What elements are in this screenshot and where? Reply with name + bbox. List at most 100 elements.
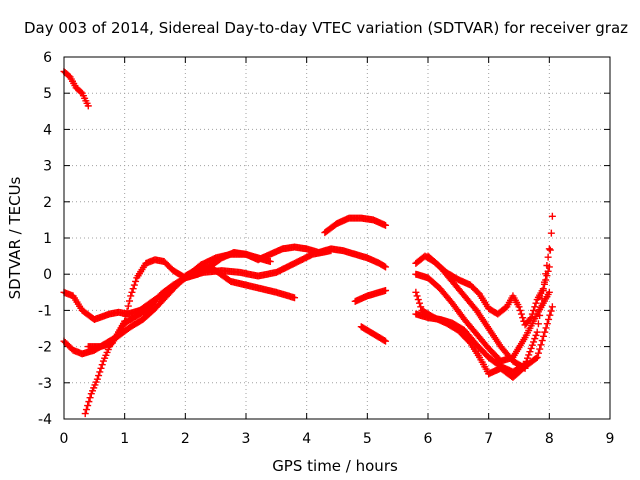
y-tick-label: 5 <box>43 86 52 102</box>
data-point <box>530 338 538 346</box>
data-point <box>532 354 540 362</box>
data-point <box>543 262 551 270</box>
series-arc-10 <box>412 270 553 365</box>
data-point <box>417 303 425 311</box>
y-tick-label: -4 <box>38 412 52 428</box>
x-tick-label: 8 <box>545 431 554 447</box>
data-point <box>382 337 390 345</box>
data-point <box>519 314 527 322</box>
data-point <box>380 262 388 270</box>
data-point <box>96 368 104 376</box>
data-point <box>523 354 531 362</box>
series-arc-12 <box>412 245 553 376</box>
data-point <box>382 263 390 271</box>
data-point <box>531 303 539 311</box>
data-point <box>84 102 92 110</box>
data-point <box>380 336 388 344</box>
data-point <box>521 364 529 372</box>
data-point <box>132 277 140 285</box>
data-point <box>522 357 530 365</box>
y-tick-label: 1 <box>43 231 52 247</box>
data-point <box>545 245 553 253</box>
data-point <box>126 297 134 305</box>
data-point <box>540 332 548 340</box>
y-tick-label: 0 <box>43 267 52 283</box>
data-point <box>85 398 93 406</box>
x-tick-label: 2 <box>181 431 190 447</box>
x-tick-label: 9 <box>606 431 615 447</box>
data-point <box>546 246 554 254</box>
data-marks <box>60 67 556 418</box>
x-tick-label: 7 <box>484 431 493 447</box>
axis-ticks: 0 1 2 3 4 5 6 7 8 9 -4 -3 -2 -1 0 1 2 3 4 5 6 <box>38 50 614 447</box>
data-point <box>547 229 555 237</box>
data-point <box>382 286 390 294</box>
data-point <box>531 335 539 343</box>
data-point <box>548 303 556 311</box>
chart-title: Day 003 of 2014, Sidereal Day-to-day VTE… <box>24 19 628 37</box>
series-arc-5 <box>84 243 390 351</box>
data-point <box>266 258 274 266</box>
data-point <box>526 348 534 356</box>
data-point <box>542 270 550 278</box>
data-point <box>536 345 544 353</box>
x-tick-label: 1 <box>120 431 129 447</box>
data-point <box>536 311 544 319</box>
y-tick-label: 4 <box>43 122 52 138</box>
data-point <box>528 341 536 349</box>
x-tick-label: 6 <box>424 431 433 447</box>
data-point <box>538 295 546 303</box>
series-arc-13 <box>424 252 529 372</box>
data-point <box>543 320 551 328</box>
data-point <box>537 341 545 349</box>
data-point <box>544 253 552 261</box>
plot-frame <box>63 56 611 420</box>
data-point <box>532 299 540 307</box>
data-point <box>540 278 548 286</box>
data-point <box>130 281 138 289</box>
data-point <box>382 221 390 229</box>
grid <box>64 57 610 419</box>
data-point <box>539 286 547 294</box>
data-point <box>97 364 105 372</box>
data-point <box>533 328 541 336</box>
data-point <box>534 349 542 357</box>
data-point <box>533 353 541 361</box>
data-point <box>546 311 554 319</box>
data-point <box>541 328 549 336</box>
data-point <box>84 402 92 410</box>
y-axis-label: SDTVAR / TECUs <box>6 176 24 299</box>
series-arc-8 <box>357 323 390 345</box>
data-point <box>525 351 533 359</box>
data-point <box>77 88 85 96</box>
data-point <box>86 394 94 402</box>
data-point <box>545 288 553 296</box>
data-point <box>516 306 524 314</box>
x-tick-label: 4 <box>302 431 311 447</box>
y-tick-label: 3 <box>43 159 52 175</box>
x-tick-label: 3 <box>242 431 251 447</box>
x-axis-label: GPS time / hours <box>272 457 398 475</box>
data-point <box>95 372 103 380</box>
x-tick-label: 0 <box>60 431 69 447</box>
y-tick-label: -3 <box>38 376 52 392</box>
data-point <box>532 331 540 339</box>
series-arc-1 <box>60 67 92 110</box>
data-point <box>81 410 89 418</box>
data-point <box>93 375 101 383</box>
data-point <box>412 288 420 296</box>
data-point <box>123 307 131 315</box>
data-point <box>520 364 528 372</box>
data-point <box>414 296 422 304</box>
data-point <box>128 288 136 296</box>
y-tick-label: -2 <box>38 340 52 356</box>
data-point <box>547 307 555 315</box>
data-point <box>517 310 525 318</box>
y-tick-label: 6 <box>43 50 52 66</box>
data-point <box>291 294 299 302</box>
data-point <box>545 315 553 323</box>
y-tick-label: 2 <box>43 195 52 211</box>
series-arc-7 <box>351 286 390 305</box>
data-point <box>129 285 137 293</box>
